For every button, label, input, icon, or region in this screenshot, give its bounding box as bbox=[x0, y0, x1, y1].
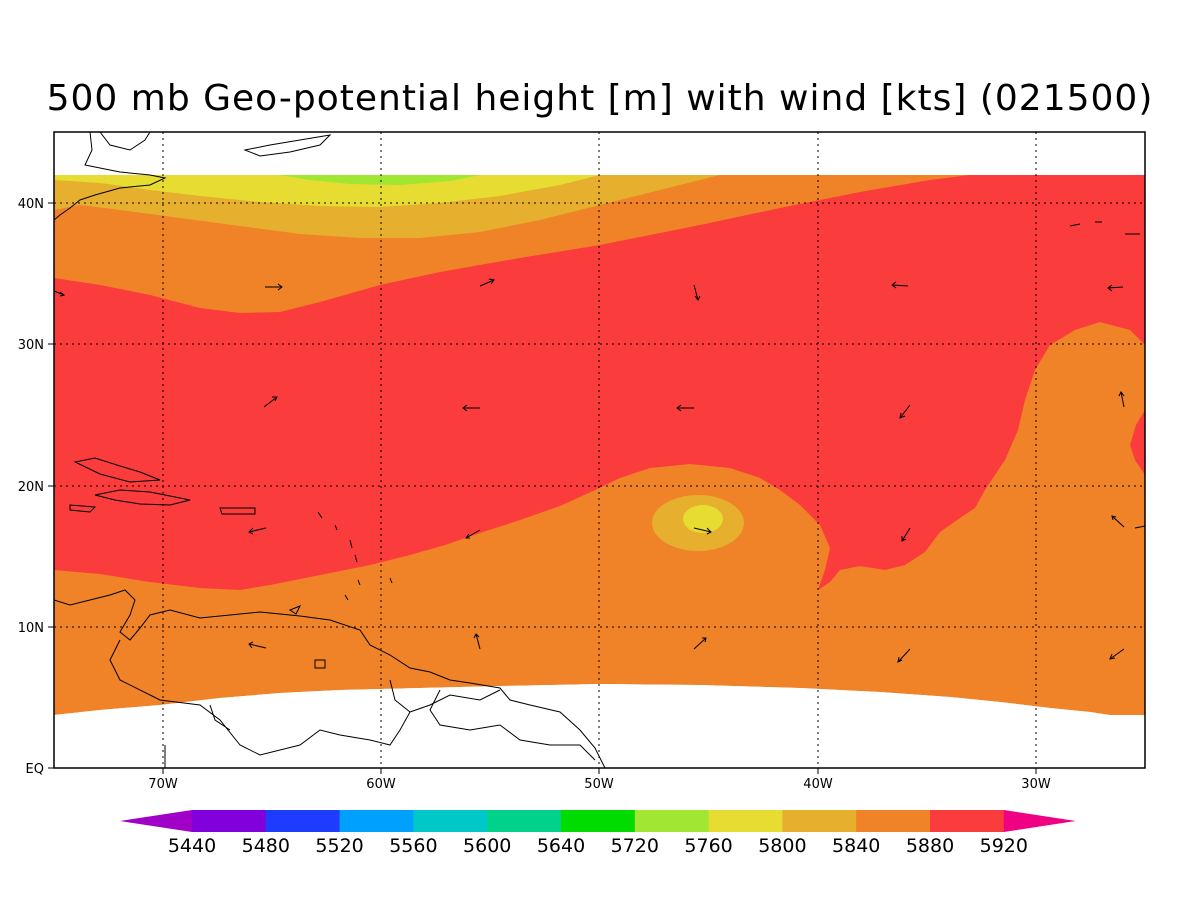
wind-arrow bbox=[676, 404, 694, 412]
wind-arrow bbox=[248, 641, 267, 649]
wind-arrow bbox=[693, 284, 701, 301]
colorbar-labels: 5440 5480 5520 5560 5600 5640 5720 5760 5800 5840… bbox=[168, 835, 1028, 857]
colorbar-label: 5840 bbox=[832, 835, 880, 857]
colorbar-swatch bbox=[413, 810, 488, 832]
wind-arrow bbox=[897, 648, 911, 663]
coast-hispaniola bbox=[94, 489, 191, 506]
colorbar-label: 5640 bbox=[537, 835, 585, 857]
colorbar-swatch bbox=[487, 810, 562, 832]
colorbar-label: 5520 bbox=[315, 835, 363, 857]
wind-arrow bbox=[1107, 284, 1124, 292]
wind-arrow bbox=[53, 290, 66, 297]
colorbar-swatch bbox=[708, 810, 783, 832]
coast-puerto-rico bbox=[219, 507, 256, 515]
coast-south-america bbox=[54, 589, 606, 768]
wind-arrow bbox=[1118, 391, 1125, 408]
wind-arrow bbox=[891, 281, 909, 289]
lat-label: EQ bbox=[26, 762, 44, 777]
wind-arrow bbox=[263, 396, 278, 408]
coastlines bbox=[54, 132, 1145, 768]
contour-5880-east bbox=[1130, 410, 1145, 475]
colorbar-label: 5720 bbox=[611, 835, 659, 857]
wind-arrow bbox=[1109, 648, 1125, 660]
wind-arrow bbox=[479, 278, 495, 287]
coast-trinidad bbox=[288, 605, 326, 669]
graticule bbox=[54, 132, 1145, 768]
colorbar-label: 5600 bbox=[463, 835, 511, 857]
coast-north-america bbox=[54, 132, 167, 221]
contour-5880 bbox=[54, 175, 1145, 590]
lon-label: 70W bbox=[148, 777, 178, 792]
wind-arrow bbox=[265, 283, 283, 291]
axis-ticks bbox=[48, 202, 1037, 774]
contour-low-5760 bbox=[683, 505, 723, 533]
colorbar bbox=[120, 810, 1076, 832]
wind-vectors bbox=[53, 278, 1125, 663]
lon-axis-labels: 70W 60W 50W 40W 30W bbox=[148, 777, 1051, 792]
colorbar-swatch bbox=[930, 810, 1005, 832]
coast-jamaica bbox=[69, 504, 97, 513]
lat-axis-labels: 40N 30N 20N 10N EQ bbox=[18, 197, 44, 777]
lat-label: 40N bbox=[18, 197, 44, 212]
colorbar-label: 5480 bbox=[242, 835, 290, 857]
map-title: 500 mb Geo-potential height [m] with win… bbox=[46, 78, 1154, 119]
wind-arrow bbox=[693, 637, 707, 650]
colorbar-label: 5880 bbox=[906, 835, 954, 857]
coast-nova-scotia bbox=[99, 132, 332, 157]
colorbar-label: 5440 bbox=[168, 835, 216, 857]
colorbar-label: 5800 bbox=[758, 835, 806, 857]
lon-label: 40W bbox=[803, 777, 833, 792]
wind-arrow bbox=[473, 633, 481, 650]
colorbar-swatch bbox=[265, 810, 341, 832]
colorbar-swatch bbox=[782, 810, 857, 832]
lat-label: 30N bbox=[18, 338, 44, 353]
colorbar-label: 5560 bbox=[389, 835, 437, 857]
coast-cape-verde bbox=[1134, 525, 1145, 529]
lon-label: 60W bbox=[366, 777, 396, 792]
colorbar-swatch bbox=[634, 810, 710, 832]
lat-label: 20N bbox=[18, 480, 44, 495]
contour-5720 bbox=[280, 175, 480, 185]
colorbar-end-low bbox=[120, 810, 192, 832]
wind-arrow bbox=[693, 527, 712, 535]
wind-arrow bbox=[1111, 515, 1125, 528]
wind-arrow bbox=[248, 527, 267, 535]
colorbar-end-high bbox=[1003, 810, 1076, 832]
colorbar-label: 5760 bbox=[684, 835, 732, 857]
wind-arrow bbox=[462, 404, 480, 412]
contour-5760 bbox=[54, 175, 600, 207]
wind-arrow bbox=[901, 527, 911, 542]
wind-arrow bbox=[899, 404, 911, 419]
colorbar-swatch bbox=[561, 810, 636, 832]
coast-cuba bbox=[73, 457, 161, 483]
lon-label: 30W bbox=[1021, 777, 1051, 792]
colorbar-swatch bbox=[192, 810, 267, 832]
coast-inland-borders bbox=[109, 639, 596, 768]
colorbar-label: 5920 bbox=[980, 835, 1028, 857]
wind-arrow bbox=[465, 529, 481, 539]
coast-lesser-antilles bbox=[317, 511, 393, 601]
lat-label: 10N bbox=[18, 621, 44, 636]
colorbar-swatch bbox=[339, 810, 414, 832]
coast-azores bbox=[1069, 221, 1140, 235]
lon-label: 50W bbox=[584, 777, 614, 792]
colorbar-swatch bbox=[856, 810, 931, 832]
